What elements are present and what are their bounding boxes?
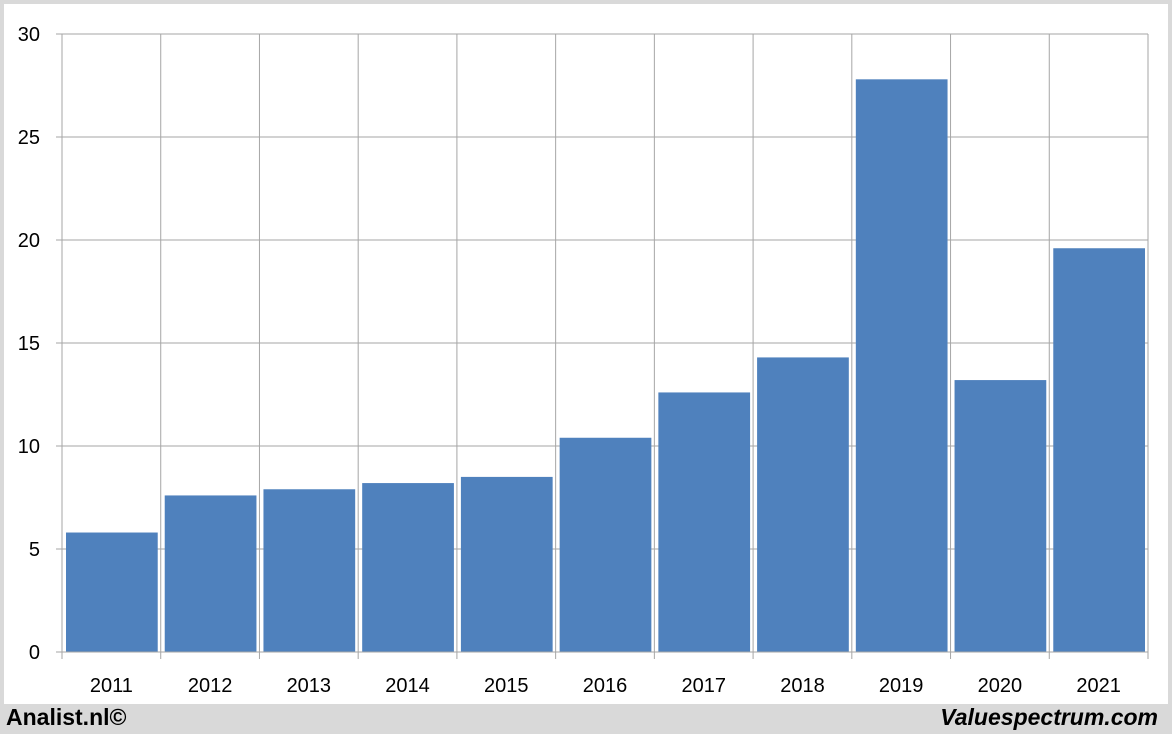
x-tick-label: 2021 [1076, 675, 1121, 697]
y-tick-label: 0 [29, 642, 40, 664]
footer-source-right: Valuespectrum.com [940, 704, 1158, 730]
x-tick-label: 2012 [188, 675, 233, 697]
x-tick-label: 2019 [879, 675, 924, 697]
y-tick-label: 5 [29, 539, 40, 561]
bar-2021 [1053, 248, 1145, 653]
bar-2014 [362, 483, 454, 652]
bar-2020 [954, 380, 1047, 652]
x-tick-label: 2013 [287, 675, 332, 697]
x-tick-label: 2018 [780, 675, 825, 697]
bar-2012 [164, 495, 257, 652]
bar-2013 [263, 489, 356, 652]
y-tick-label: 10 [18, 436, 40, 458]
footer-source-left: Analist.nl© [6, 704, 127, 730]
y-tick-label: 20 [18, 230, 40, 252]
x-tick-label: 2014 [385, 675, 430, 697]
x-tick-label: 2017 [681, 675, 726, 697]
label-layer: 0 5 10 15 20 25 30 2011 2012 2013 2014 2015 2016 2017… [18, 24, 1121, 697]
bar-layer [66, 79, 1145, 653]
bar-2015 [460, 476, 553, 652]
y-tick-label: 30 [18, 24, 40, 46]
x-tick-label: 2020 [978, 675, 1023, 697]
bar-2016 [559, 437, 652, 652]
y-tick-label: 25 [18, 127, 40, 149]
bar-2017 [658, 392, 751, 652]
bar-2018 [757, 357, 849, 652]
bar-2019 [855, 79, 948, 652]
bar-2011 [66, 532, 158, 652]
axis-layer [56, 33, 1149, 659]
x-tick-label: 2011 [90, 675, 133, 697]
x-tick-label: 2016 [583, 675, 628, 697]
x-tick-label: 2015 [484, 675, 529, 697]
y-tick-label: 15 [18, 333, 40, 355]
